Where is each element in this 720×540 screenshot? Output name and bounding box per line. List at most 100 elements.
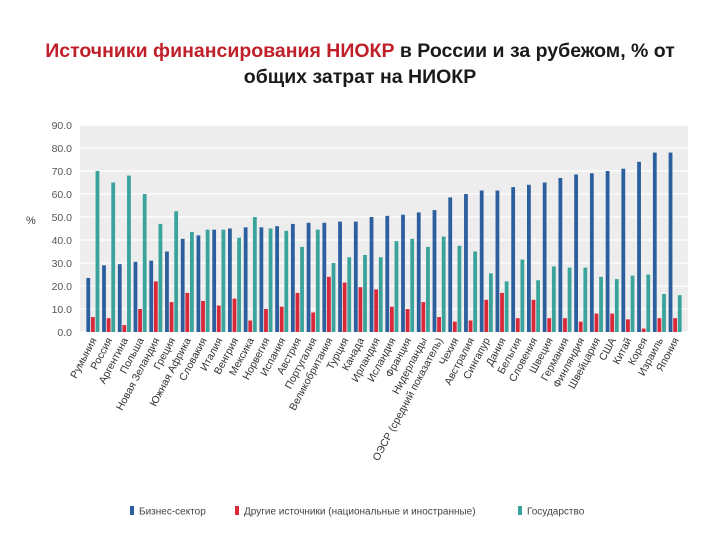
bar-business (416, 212, 421, 332)
bar-other (421, 302, 426, 332)
bar-state (315, 229, 320, 332)
bar-business (652, 152, 657, 332)
legend-label: Другие источники (национальные и иностра… (244, 507, 476, 518)
bar-state (221, 229, 226, 332)
bar-other (437, 317, 441, 332)
bar-business (243, 227, 248, 332)
bar-state (363, 254, 367, 332)
bar-other (153, 281, 158, 332)
bar-other (248, 320, 253, 332)
bar-other (673, 318, 678, 332)
bar-other (311, 312, 316, 332)
bar-business (574, 174, 579, 332)
legend-swatch (518, 506, 522, 515)
bar-state (536, 280, 540, 332)
legend: Бизнес-сектор Другие источники (националь… (130, 506, 585, 518)
bar-state (520, 259, 525, 332)
bar-business (322, 222, 327, 332)
bar-state (284, 230, 289, 332)
bar-other (594, 313, 599, 332)
bar-state (174, 211, 179, 332)
legend-swatch (235, 506, 239, 515)
bar-other (578, 321, 583, 332)
bar-business (212, 229, 217, 332)
legend-label: Бизнес-сектор (139, 507, 206, 518)
bar-other (515, 318, 520, 332)
bar-state (677, 295, 682, 332)
bar-state (142, 194, 147, 332)
bar-other (295, 292, 300, 332)
bar-state (473, 251, 478, 332)
bar-other (264, 309, 268, 332)
legend-label: Государство (527, 507, 585, 518)
bar-business (527, 184, 531, 332)
bar-state (394, 241, 399, 332)
bar-business (448, 197, 453, 332)
bar-business (464, 194, 468, 332)
bar-other (468, 320, 473, 332)
bar-state (551, 266, 556, 332)
bar-business (228, 228, 232, 332)
bar-state (127, 175, 131, 332)
bar-state (426, 246, 430, 332)
bar-state (630, 275, 635, 332)
bar-business (306, 222, 311, 332)
bar-business (668, 152, 673, 332)
bar-business (117, 264, 122, 332)
bar-business (259, 227, 264, 332)
bar-business (165, 251, 169, 332)
bar-state (567, 267, 572, 332)
y-axis-label: % (26, 215, 36, 227)
bar-business (605, 171, 610, 332)
bar-other (626, 319, 630, 332)
bar-state (268, 228, 273, 332)
bar-other (547, 318, 552, 332)
bar-other (138, 309, 142, 332)
bar-other (327, 276, 331, 332)
chart-title: Источники финансирования НИОКР в России … (40, 38, 680, 90)
bar-other (374, 289, 379, 332)
bar-other (389, 306, 394, 332)
bar-other (90, 317, 95, 332)
bar-other (216, 305, 221, 332)
bar-business (86, 277, 91, 332)
bar-other (657, 318, 662, 332)
bar-state (662, 294, 666, 332)
y-tick-label: 0.0 (57, 327, 72, 339)
bar-business (621, 168, 626, 332)
bar-state (410, 238, 415, 332)
bar-business (637, 161, 641, 332)
bar-state (599, 276, 603, 332)
bar-state (205, 229, 210, 332)
bar-state (441, 236, 446, 332)
bar-state (504, 281, 509, 332)
bar-other (358, 287, 363, 332)
y-tick-label: 50.0 (52, 212, 73, 224)
bar-other (484, 299, 489, 332)
bar-other (405, 309, 410, 332)
y-tick-label: 70.0 (52, 166, 73, 178)
bar-state (614, 279, 619, 332)
bar-other (279, 306, 284, 332)
bar-business (338, 221, 342, 332)
bar-state (646, 274, 651, 332)
bar-other (122, 325, 127, 332)
y-tick-label: 90.0 (52, 120, 73, 132)
bar-business (511, 187, 516, 332)
bar-business (290, 223, 295, 332)
bar-other (500, 292, 504, 332)
bar-other (563, 318, 567, 332)
y-tick-label: 60.0 (52, 189, 73, 201)
bar-other (610, 313, 615, 332)
bar-business (432, 210, 437, 332)
bar-business (353, 221, 358, 332)
bar-business (589, 173, 594, 332)
bar-state (95, 171, 100, 332)
bar-other (232, 298, 237, 332)
bar-business (385, 215, 390, 332)
bar-state (583, 267, 588, 332)
bar-business (102, 265, 106, 332)
bar-business (558, 177, 563, 332)
bar-business (369, 217, 374, 332)
